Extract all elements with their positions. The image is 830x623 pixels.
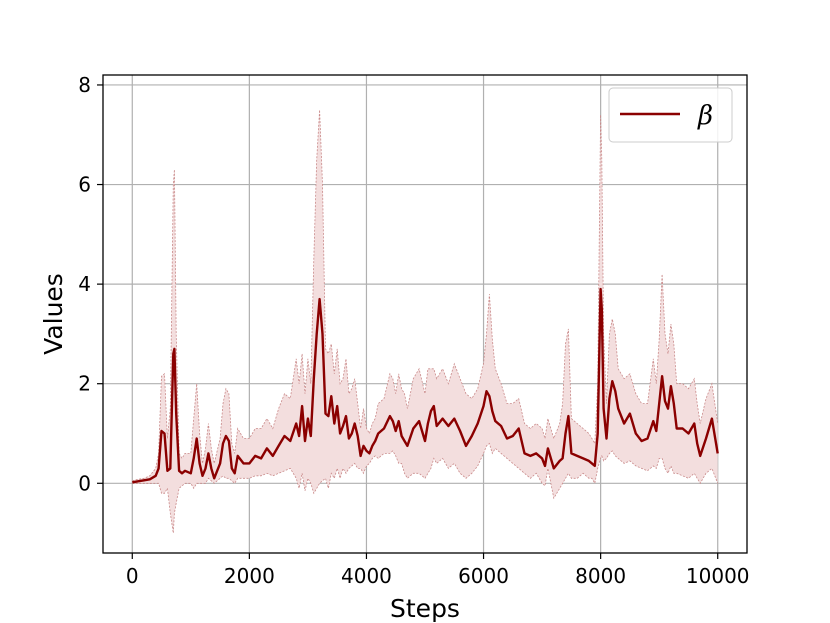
- y-tick-label: 6: [78, 173, 91, 197]
- y-tick-label: 8: [78, 73, 91, 97]
- legend-label: β: [697, 101, 713, 131]
- x-tick-label: 10000: [686, 564, 750, 588]
- x-tick-label: 0: [126, 564, 139, 588]
- y-axis-label: Values: [39, 273, 68, 355]
- series-line-beta: [132, 287, 719, 484]
- series-lines: [132, 287, 719, 484]
- confidence-band: [132, 109, 719, 534]
- band-area: [132, 109, 718, 534]
- y-tick-label: 4: [78, 272, 91, 296]
- legend: β: [608, 87, 733, 143]
- x-axis-ticks: 0 2000 4000 6000 8000 10000: [126, 553, 750, 588]
- band-upper-edge: [132, 109, 719, 482]
- x-axis-label: Steps: [390, 594, 460, 623]
- y-tick-label: 0: [78, 471, 91, 495]
- y-tick-label: 2: [78, 372, 91, 396]
- x-tick-label: 8000: [575, 564, 626, 588]
- y-axis-ticks: 0 2 4 6 8: [78, 73, 103, 495]
- plot-frame: [102, 74, 748, 554]
- x-tick-label: 2000: [224, 564, 275, 588]
- x-tick-label: 4000: [341, 564, 392, 588]
- x-tick-label: 6000: [458, 564, 509, 588]
- band-lower-edge: [132, 442, 719, 534]
